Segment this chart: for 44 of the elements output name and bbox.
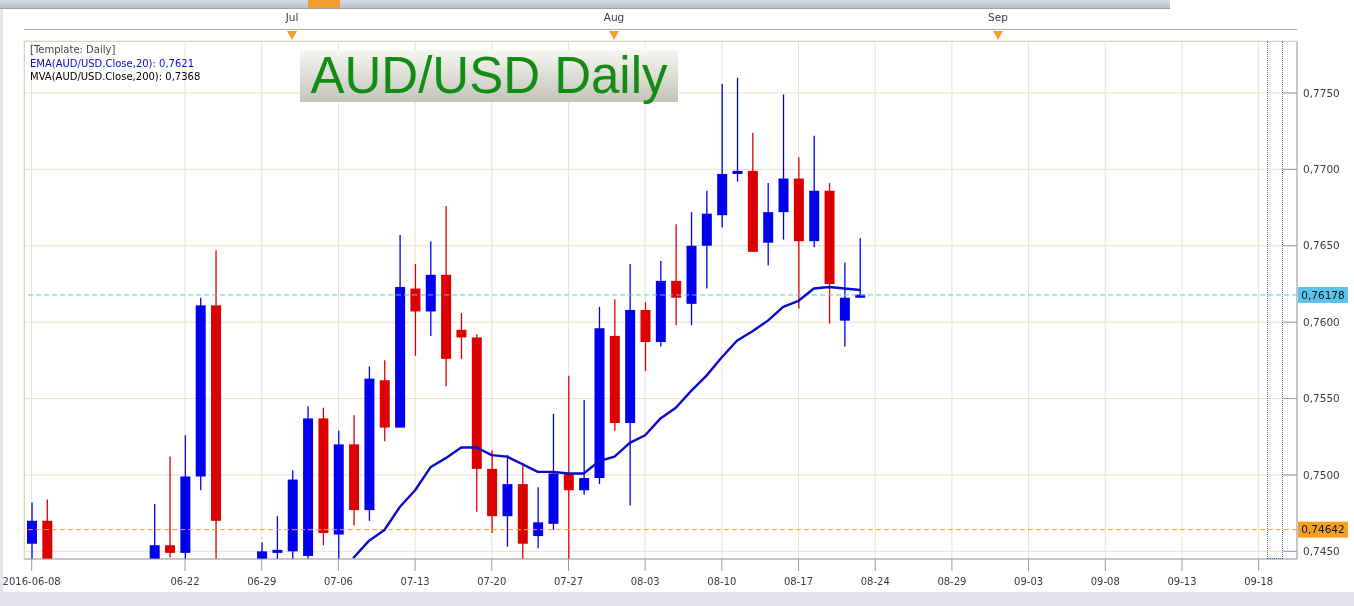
chart-title: AUD/USD Daily [300,47,678,104]
text: Jul [284,11,300,24]
x-tick-label: 09-03 [1014,576,1044,587]
candlestick [27,501,37,559]
y-tick-label: 0,7450 [1303,545,1340,558]
x-tick-label: 06-29 [247,576,277,587]
candlestick [272,515,283,559]
text: EMA(AUD/USD.Close,20): 0,7621 [30,56,196,70]
x-tick-label: 07-20 [477,576,507,587]
candlestick [165,455,176,559]
x-tick-label: 09-08 [1090,576,1120,587]
candlestick [149,503,160,559]
x-tick-label: 07-13 [400,576,430,587]
x-tick-label: 07-06 [323,576,353,587]
x-tick-label: 08-03 [630,576,660,587]
x-tick-label: 09-18 [1244,576,1274,587]
candlestick [456,312,467,360]
ref-line-label: 0,74642 [1301,523,1345,536]
candlestick [732,77,743,183]
candlestick [839,261,850,348]
legend-label: MVA(AUD/USD.Close,200): 0,7368 [30,70,201,84]
x-tick-label: 2016-06-08 [2,576,61,587]
candlestick [671,223,682,326]
y-tick-label: 0,7500 [1303,468,1340,481]
y-tick-label: 0,7700 [1303,163,1340,176]
y-tick-label: 0,7750 [1303,86,1340,99]
text: Aug [602,11,626,24]
x-tick-label: 08-24 [860,576,890,587]
x-tick-label: 06-22 [170,576,200,587]
text: Sep [987,11,1009,24]
x-tick-label: 09-13 [1167,576,1197,587]
ref-line-label: 0,76178 [1301,288,1345,301]
x-tick-label: 07-27 [553,576,584,587]
x-tick-label: 08-10 [707,576,737,587]
candlestick [410,263,421,357]
y-tick-label: 0,7550 [1303,392,1340,405]
legend-title: [Template: Daily] [30,43,117,57]
candlestick [533,486,544,549]
y-tick-label: 0,7600 [1303,315,1340,328]
line-series [352,285,862,559]
x-tick-label: 08-29 [937,576,967,587]
candlestick [579,399,590,496]
x-tick-label: 08-17 [784,576,814,587]
y-tick-label: 0,7650 [1303,239,1340,252]
